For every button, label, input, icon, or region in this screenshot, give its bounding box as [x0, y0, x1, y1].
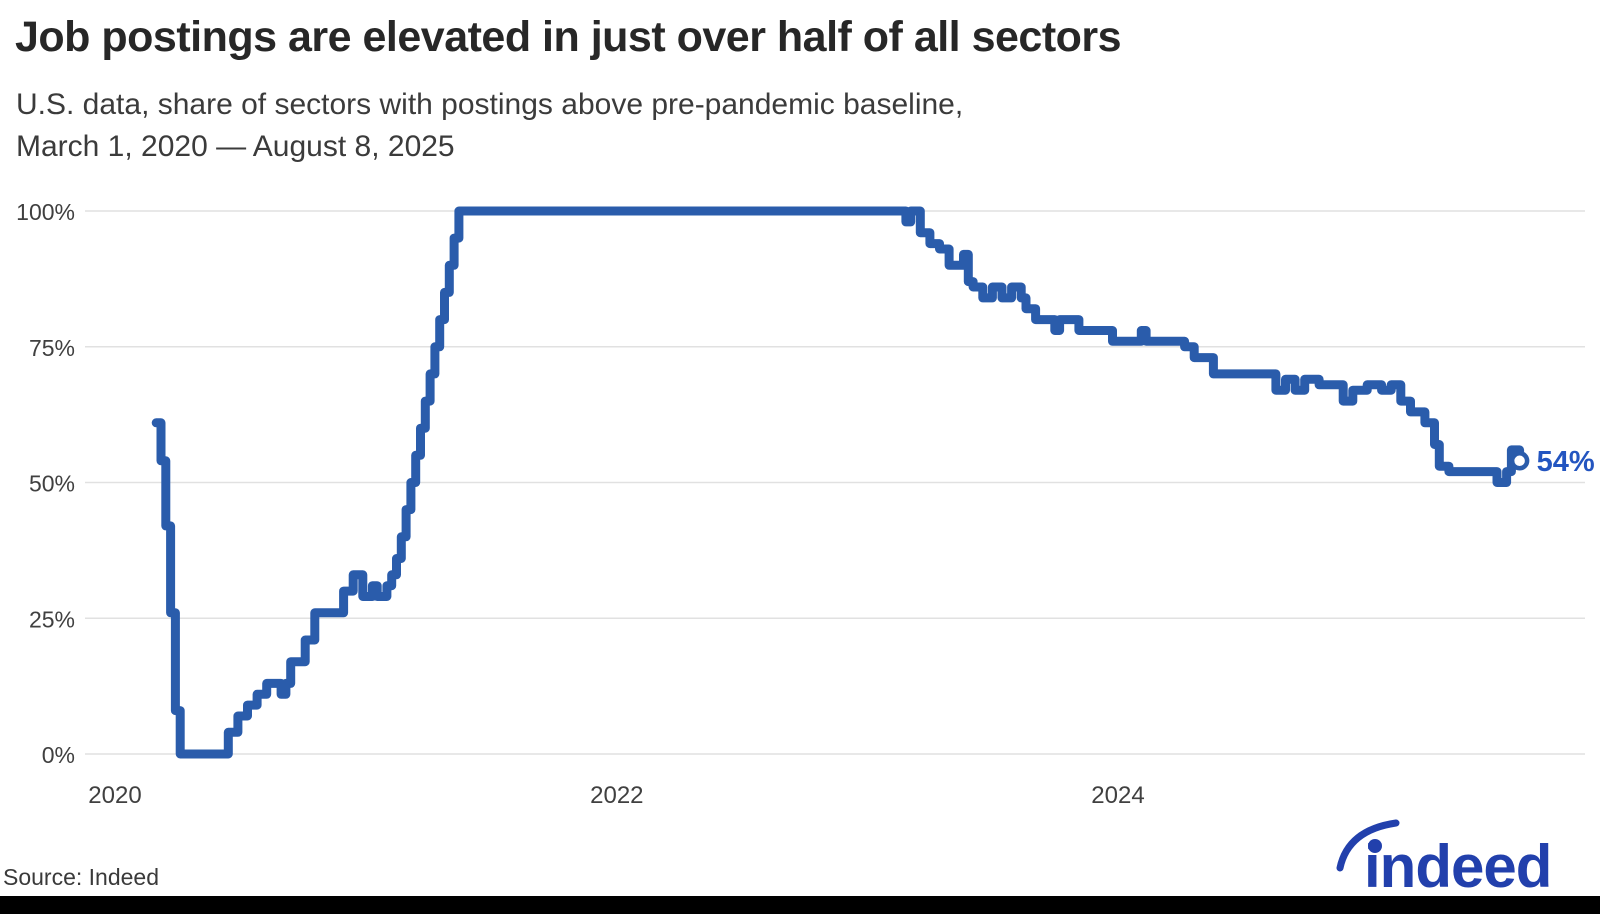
x-tick-label-2022: 2022 [590, 782, 643, 809]
indeed-logo-swoosh-icon [1336, 819, 1400, 872]
y-axis-labels-group: 100% 75% 50% 25% 0% [16, 199, 75, 768]
subtitle-line-1: U.S. data, share of sectors with posting… [16, 88, 964, 121]
y-tick-label-50: 50% [29, 471, 75, 497]
page-title: Job postings are elevated in just over h… [15, 13, 1122, 61]
indeed-logo: indeed [1336, 819, 1552, 900]
x-tick-label-2020: 2020 [88, 782, 141, 809]
end-point-marker [1509, 451, 1530, 471]
gridlines-group [85, 210, 1585, 755]
end-value-label: 54% [1537, 446, 1595, 478]
source-caption: Source: Indeed [3, 864, 160, 890]
end-annotation-group: 54% [1509, 446, 1595, 478]
x-axis-labels-group: 2020 2022 2024 [88, 782, 1144, 809]
subtitle-line-2: March 1, 2020 — August 8, 2025 [16, 130, 455, 163]
series-line [151, 206, 1525, 759]
x-tick-label-2024: 2024 [1091, 782, 1144, 809]
bottom-black-bar [0, 896, 1600, 914]
y-tick-label-100: 100% [16, 199, 75, 225]
indeed-logo-dot-icon [1368, 839, 1382, 853]
y-tick-label-75: 75% [29, 335, 75, 361]
series-group [151, 206, 1525, 759]
page-subtitle: U.S. data, share of sectors with posting… [16, 84, 1416, 168]
y-tick-label-0: 0% [42, 742, 75, 768]
y-tick-label-25: 25% [29, 606, 75, 632]
indeed-logo-text: indeed [1364, 833, 1551, 900]
